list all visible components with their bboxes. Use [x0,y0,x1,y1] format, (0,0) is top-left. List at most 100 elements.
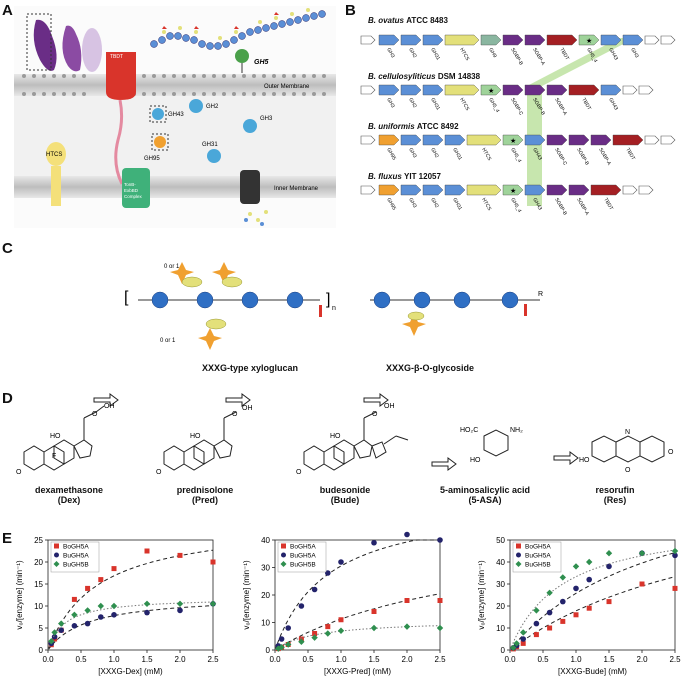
gene-label: SGBP-A [531,47,546,67]
gene-label: TBDT [602,197,614,211]
gene-label: GH95 [385,147,397,162]
gh43-enzyme [152,108,164,120]
tbdt-label: TBDT [110,54,123,60]
svg-text:HO: HO [470,457,481,464]
gene-label: SGBP-C [509,97,524,117]
x-tick-label: 0.0 [269,655,281,664]
y-axis-label: v₀/[enzyme] (min⁻¹) [242,560,251,630]
data-point [672,585,678,591]
legend-label: BuGH5B [290,562,316,569]
panel-b-gene-clusters: GH3 GH2 GH31 HTCS GH9 SGBP-B SGBP-A TBDT GH5_4 ★ G… [360,34,676,217]
gene-arrow [400,34,422,46]
gene-arrow [400,134,422,146]
gene-arrow-blank [644,135,660,145]
data-point [572,563,580,570]
data-point [547,625,553,631]
gene-label: TBDT [580,97,592,111]
htcs-protein [46,142,66,166]
gene-label: SGBP-C [553,147,568,167]
gene-arrow [444,184,466,196]
sgbp-b-protein [62,25,82,72]
data-point [110,602,118,610]
gene-arrow [600,84,622,96]
x-tick-label: 1.5 [603,655,615,664]
svg-text:N: N [625,429,630,436]
genome-title-1: B. ovatus ATCC 8483 [368,16,448,25]
data-point [285,641,292,648]
x-tick-label: 0.5 [302,655,314,664]
gene-label: SGBP-B [575,147,590,167]
svg-text:O: O [232,411,238,418]
x-tick-label: 1.0 [570,655,582,664]
x-tick-label: 2.0 [636,655,648,664]
y-tick-label: 10 [496,624,505,633]
htcs-label: HTCS [46,152,62,158]
data-point [51,634,58,640]
compound-name-5asa: 5-aminosalicylic acid (5-ASA) [439,485,531,505]
svg-text:O: O [92,411,98,418]
gh3-enzyme [243,119,257,133]
gene-label: GH3 [629,47,639,59]
x-tick-label: 2.0 [174,655,186,664]
gene-label: GH43 [607,97,619,112]
gene-arrow [444,134,466,146]
data-point [586,558,593,566]
svg-text:ExbBD: ExbBD [124,188,139,193]
data-point [403,623,411,630]
panel-e-charts: 0.0 0.5 1.0 1.5 2.0 2.5 0 5 10 15 20 25 [XXXG-Dex] (… [15,531,681,676]
data-point [337,627,345,634]
data-point [285,625,292,631]
tbdt-protein [106,52,136,100]
data-point [573,612,579,618]
gene-arrow [400,184,422,196]
y-tick-label: 0 [266,646,271,655]
data-point [404,598,410,603]
panel-letter-d: D [2,390,13,407]
data-point [586,605,592,611]
svg-text:OH: OH [104,403,115,410]
x-tick-label: 0.5 [537,655,549,664]
r-label: R [538,291,543,298]
x-tick-label: 2.0 [401,655,413,664]
data-point [338,617,344,623]
data-point [111,612,117,618]
gene-arrow [524,34,546,46]
gene-arrow [480,84,502,96]
gene-label: GH3 [385,47,395,59]
svg-text:O: O [296,469,302,476]
asa-structure [431,429,509,471]
gene-arrow [590,184,622,196]
y-tick-label: 20 [261,591,270,600]
x-tick-label: 2.5 [434,655,446,664]
data-point [371,609,377,614]
legend-marker [516,552,521,558]
gene-arrow [546,84,568,96]
annot-0or1-top: 0 or 1 [164,264,180,270]
gene-arrow-blank [660,35,676,45]
data-point [586,576,592,583]
y-tick-label: 10 [34,602,43,611]
data-point [71,596,77,602]
fit-curve [509,552,676,651]
y-tick-label: 25 [34,536,43,545]
data-point [177,552,183,558]
legend-marker [515,561,522,567]
gene-label: GH2 [407,47,417,59]
gene-arrow [546,184,568,196]
outer-membrane-label: Outer Membrane [264,84,310,90]
fit-curve [509,576,676,651]
annot-0or1-bottom: 0 or 1 [160,338,176,344]
gene-arrow [568,134,590,146]
data-point [520,636,526,642]
legend-label: BuGH5A [63,553,89,560]
legend-marker [281,543,286,549]
gh3-label: GH3 [260,116,273,122]
gh31-label: GH31 [202,142,218,148]
data-point [559,574,566,581]
kinetics-chart-pred: 0.0 0.5 1.0 1.5 2.0 2.5 0 10 20 30 40 [XXXG-Pred] (… [242,531,446,676]
gene-label: GH5_4 [509,147,522,164]
gene-arrow-blank [638,85,654,95]
gene-arrow-blank [360,35,376,45]
x-tick-label: 1.5 [368,655,380,664]
y-tick-label: 20 [34,558,43,567]
